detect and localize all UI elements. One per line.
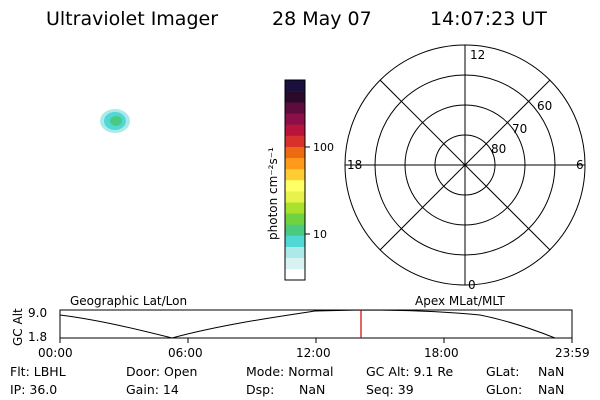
x-label-0600: 06:00: [168, 346, 203, 360]
info-ip: IP: 36.0: [10, 382, 58, 397]
colorbar-stripe: [285, 80, 305, 92]
x-label-1200: 12:00: [296, 346, 331, 360]
track-frame: [59, 309, 573, 339]
mlt-label-18: 18: [347, 158, 362, 172]
colorbar-unit-label: photon cm⁻²s⁻¹: [266, 147, 280, 240]
info-mode: Mode: Normal: [246, 364, 334, 379]
x-label-0000: 00:00: [38, 346, 73, 360]
info-filter: Flt: LBHL: [10, 364, 66, 379]
colorbar-stripe: [285, 168, 305, 181]
polar-diagonal-b: [379, 79, 551, 251]
mlt-label-0: 0: [468, 278, 476, 292]
colorbar-stripe: [285, 180, 305, 192]
colorbar-stripe: [285, 235, 305, 247]
info-glat-label: GLat:: [486, 364, 520, 379]
colorbar-stripe: [285, 257, 305, 270]
colorbar-stripe: [285, 146, 305, 159]
info-gc-alt: GC Alt: 9.1 Re: [366, 364, 454, 379]
info-glat-value: NaN: [538, 364, 565, 379]
aurora-blob-core: [110, 116, 122, 126]
mlt-label-6: 6: [576, 158, 584, 172]
x-label-2359: 23:59: [555, 346, 590, 360]
colorbar-stripe: [285, 135, 305, 147]
track-left-title: Geographic Lat/Lon: [70, 294, 187, 308]
lat-label-80: 80: [491, 142, 506, 156]
colorbar-tick-label-10: 10: [313, 228, 327, 241]
track-y-tick-1-8: 1.8: [28, 330, 47, 344]
window-title: Ultraviolet Imager: [46, 8, 219, 30]
colorbar-stripe: [285, 191, 305, 203]
header-date: 28 May 07: [272, 8, 372, 30]
aurora-image: [100, 109, 130, 133]
colorbar-stripe: [285, 113, 305, 125]
info-door: Door: Open: [126, 364, 198, 379]
track-y-axis-label: GC Alt: [11, 308, 25, 346]
lat-label-60: 60: [537, 99, 552, 113]
colorbar-stripe: [285, 102, 305, 114]
colorbar-stripe: [285, 213, 305, 225]
colorbar-stripe: [285, 202, 305, 214]
info-seq: Seq: 39: [366, 382, 414, 397]
colorbar-stripe: [285, 157, 305, 170]
info-gain: Gain: 14: [126, 382, 179, 397]
info-glon-value: NaN: [538, 382, 565, 397]
colorbar-stripe: [285, 246, 305, 259]
x-label-1800: 18:00: [424, 346, 459, 360]
track-right-title: Apex MLat/MLT: [415, 294, 505, 308]
colorbar-stripe: [285, 224, 305, 236]
colorbar-stripe: [285, 91, 305, 103]
altitude-curve: [59, 309, 556, 339]
lat-label-70: 70: [512, 122, 527, 136]
info-dsp-label: Dsp:: [246, 382, 275, 397]
info-dsp-value: NaN: [299, 382, 326, 397]
info-glon-label: GLon:: [486, 382, 523, 397]
colorbar-frame: [284, 79, 306, 281]
polar-grid: [344, 44, 586, 286]
colorbar-stripe: [285, 268, 305, 281]
track-y-tick-9: 9.0: [28, 306, 47, 320]
header-time: 14:07:23 UT: [430, 8, 547, 30]
colorbar-stripe: [285, 124, 305, 136]
colorbar: [285, 80, 305, 281]
mlt-label-12: 12: [470, 48, 485, 62]
colorbar-tick-label-100: 100: [313, 141, 334, 154]
track-ticks: [59, 338, 573, 343]
